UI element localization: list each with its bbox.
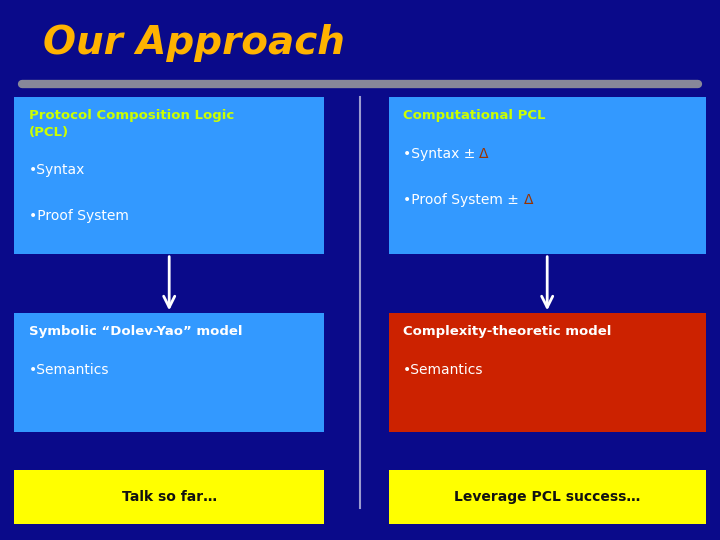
Text: •Proof System ±: •Proof System ±	[403, 193, 523, 207]
Text: Talk so far…: Talk so far…	[122, 490, 217, 504]
Text: •Semantics: •Semantics	[29, 363, 109, 377]
FancyBboxPatch shape	[14, 470, 324, 524]
Text: Symbolic “Dolev-Yao” model: Symbolic “Dolev-Yao” model	[29, 325, 243, 338]
Text: Δ: Δ	[479, 147, 488, 161]
FancyBboxPatch shape	[389, 97, 706, 254]
Text: •Syntax: •Syntax	[29, 163, 85, 177]
Text: Protocol Composition Logic
(PCL): Protocol Composition Logic (PCL)	[29, 109, 234, 139]
Text: Complexity-theoretic model: Complexity-theoretic model	[403, 325, 611, 338]
Text: Leverage PCL success…: Leverage PCL success…	[454, 490, 640, 504]
FancyBboxPatch shape	[14, 97, 324, 254]
Text: Δ: Δ	[524, 193, 534, 207]
Text: Computational PCL: Computational PCL	[403, 109, 546, 122]
Text: •Semantics: •Semantics	[403, 363, 484, 377]
FancyBboxPatch shape	[389, 313, 706, 432]
Text: Our Approach: Our Approach	[43, 24, 345, 62]
Text: •Proof System: •Proof System	[29, 209, 129, 223]
FancyBboxPatch shape	[14, 313, 324, 432]
Text: •Syntax ±: •Syntax ±	[403, 147, 480, 161]
FancyBboxPatch shape	[389, 470, 706, 524]
